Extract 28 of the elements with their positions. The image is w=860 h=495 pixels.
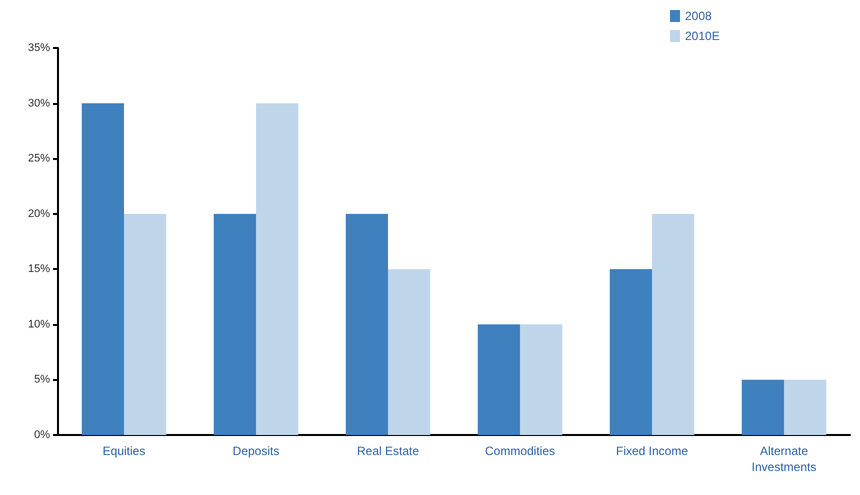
bar — [742, 380, 784, 435]
x-tick-label: Alternate Investments — [752, 444, 816, 474]
x-tick-label: Real Estate — [356, 444, 420, 458]
bar — [784, 380, 826, 435]
x-tick-label: Commodities — [484, 444, 556, 458]
bar — [652, 214, 694, 435]
bar — [256, 103, 298, 435]
y-tick-label: 30% — [28, 97, 50, 110]
bar — [478, 324, 520, 435]
bar — [124, 214, 166, 435]
bar — [214, 214, 256, 435]
bar — [520, 324, 562, 435]
y-tick-label: 25% — [28, 152, 50, 165]
legend-label: 2010E — [685, 29, 720, 43]
bar — [610, 269, 652, 435]
y-tick-label: 15% — [28, 263, 50, 276]
bar — [388, 269, 430, 435]
legend-label: 2008 — [685, 9, 712, 23]
y-tick-label: 0% — [34, 429, 50, 441]
y-tick-label: 5% — [34, 374, 50, 386]
y-tick-label: 20% — [28, 208, 50, 220]
y-tick-label: 10% — [28, 318, 50, 330]
x-tick-label: Fixed Income — [616, 444, 688, 458]
bar — [346, 214, 388, 435]
x-tick-label: Deposits — [232, 444, 280, 458]
x-tick-label: Equities — [102, 444, 146, 458]
bar — [82, 103, 124, 435]
y-tick-label: 35% — [28, 42, 50, 54]
